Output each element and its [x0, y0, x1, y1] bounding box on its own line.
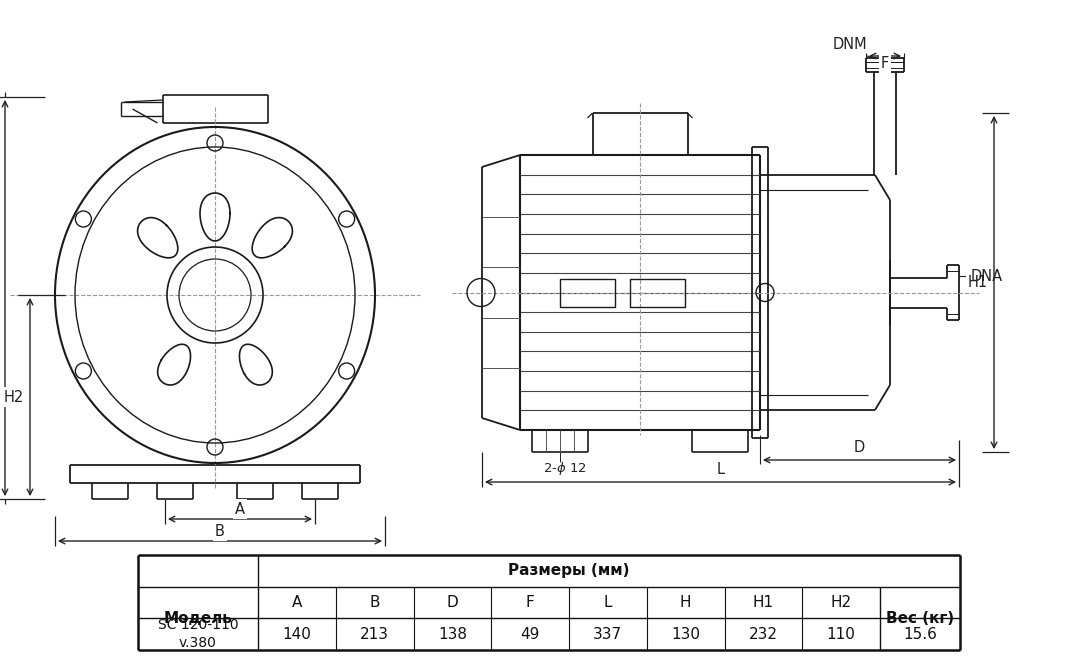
- Text: D: D: [854, 440, 865, 456]
- Text: D: D: [446, 595, 458, 610]
- Text: 138: 138: [438, 627, 467, 642]
- Text: 15.6: 15.6: [903, 627, 937, 642]
- Text: 130: 130: [671, 627, 700, 642]
- Text: DNM: DNM: [833, 37, 867, 52]
- Text: SC 120-110
v.380: SC 120-110 v.380: [158, 618, 238, 651]
- Text: B: B: [369, 595, 380, 610]
- Text: L: L: [604, 595, 612, 610]
- Text: Вес (кг): Вес (кг): [886, 611, 954, 626]
- Text: 110: 110: [826, 627, 855, 642]
- Bar: [560, 279, 615, 307]
- Text: H: H: [680, 595, 691, 610]
- Text: 213: 213: [361, 627, 389, 642]
- Text: 140: 140: [282, 627, 311, 642]
- Text: F: F: [526, 595, 534, 610]
- Bar: [630, 279, 685, 307]
- Text: F: F: [881, 57, 890, 71]
- Text: A: A: [235, 502, 245, 516]
- Text: A: A: [292, 595, 303, 610]
- Text: 337: 337: [593, 627, 622, 642]
- Text: L: L: [717, 462, 724, 478]
- Text: H2: H2: [831, 595, 852, 610]
- Text: H1: H1: [753, 595, 774, 610]
- Text: DNA: DNA: [971, 269, 1003, 284]
- Text: H2: H2: [3, 389, 24, 405]
- Text: Модель: Модель: [163, 611, 233, 626]
- Text: 232: 232: [749, 627, 778, 642]
- Text: H1: H1: [968, 275, 988, 290]
- Text: 49: 49: [520, 627, 540, 642]
- Text: Размеры (мм): Размеры (мм): [509, 563, 630, 578]
- Text: B: B: [215, 524, 225, 538]
- Text: 2-$\phi$ 12: 2-$\phi$ 12: [543, 460, 587, 477]
